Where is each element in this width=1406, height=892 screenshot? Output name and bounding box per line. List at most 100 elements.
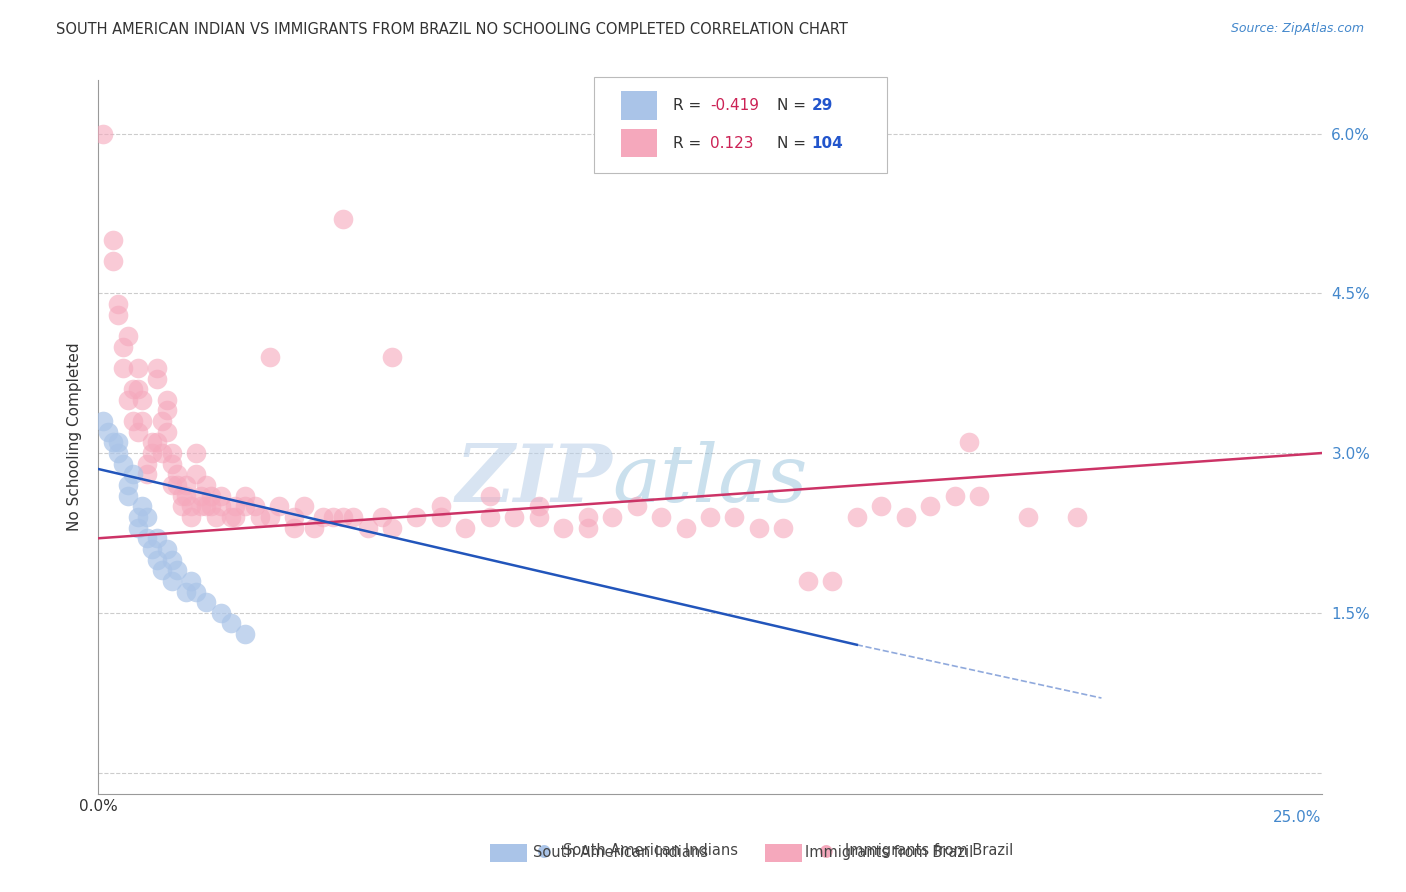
Point — [170, 489, 193, 503]
Point — [146, 360, 169, 375]
Point — [150, 563, 173, 577]
Point — [283, 520, 305, 534]
Point — [101, 254, 124, 268]
Point — [97, 425, 120, 439]
Point — [209, 500, 232, 514]
Point — [967, 489, 990, 503]
Point — [176, 489, 198, 503]
Point — [166, 563, 188, 577]
Point — [381, 350, 404, 364]
Point — [219, 616, 242, 631]
Point — [136, 531, 159, 545]
Point — [821, 574, 844, 588]
Point — [160, 457, 183, 471]
Point — [219, 510, 242, 524]
Point — [209, 606, 232, 620]
Bar — [765, 844, 801, 862]
Point — [127, 425, 149, 439]
Point — [957, 435, 980, 450]
Point — [146, 371, 169, 385]
Point — [224, 500, 246, 514]
Text: 104: 104 — [811, 136, 844, 151]
Point — [107, 435, 129, 450]
Point — [107, 446, 129, 460]
Point — [356, 520, 378, 534]
Point — [200, 500, 222, 514]
Text: ZIP: ZIP — [456, 442, 612, 518]
Text: N =: N = — [778, 98, 811, 112]
Point — [527, 510, 550, 524]
Point — [156, 541, 179, 556]
Point — [160, 552, 183, 566]
Point — [156, 425, 179, 439]
Point — [600, 510, 623, 524]
Point — [224, 510, 246, 524]
Point — [186, 467, 208, 482]
Point — [127, 360, 149, 375]
Point — [121, 467, 143, 482]
Point — [797, 574, 820, 588]
Point — [186, 446, 208, 460]
Point — [195, 500, 218, 514]
Point — [772, 520, 794, 534]
Point — [195, 478, 218, 492]
Point — [131, 392, 153, 407]
Point — [650, 510, 672, 524]
Point — [503, 510, 526, 524]
Point — [283, 510, 305, 524]
Point — [920, 500, 942, 514]
Point — [117, 329, 139, 343]
Point — [160, 574, 183, 588]
Text: ●: ● — [537, 842, 551, 860]
Point — [127, 520, 149, 534]
FancyBboxPatch shape — [593, 77, 887, 173]
Point — [195, 595, 218, 609]
Point — [117, 489, 139, 503]
Point — [131, 500, 153, 514]
Point — [180, 510, 202, 524]
Point — [233, 500, 256, 514]
Point — [371, 510, 394, 524]
Point — [107, 308, 129, 322]
Point — [146, 531, 169, 545]
Text: Immigrants from Brazil: Immigrants from Brazil — [806, 845, 974, 860]
Point — [626, 500, 648, 514]
Bar — [620, 91, 658, 120]
Point — [150, 446, 173, 460]
Point — [1066, 510, 1088, 524]
Point — [127, 510, 149, 524]
Point — [156, 403, 179, 417]
Text: Immigrants from Brazil: Immigrants from Brazil — [845, 844, 1012, 858]
Point — [117, 478, 139, 492]
Point — [845, 510, 868, 524]
Point — [117, 392, 139, 407]
Text: 25.0%: 25.0% — [1274, 811, 1322, 825]
Point — [332, 510, 354, 524]
Point — [136, 467, 159, 482]
Point — [478, 489, 501, 503]
Point — [870, 500, 893, 514]
Text: 29: 29 — [811, 98, 832, 112]
Point — [233, 627, 256, 641]
Bar — [620, 128, 658, 157]
Y-axis label: No Schooling Completed: No Schooling Completed — [67, 343, 83, 532]
Point — [342, 510, 364, 524]
Point — [405, 510, 427, 524]
Point — [101, 233, 124, 247]
Text: South American Indians: South American Indians — [564, 844, 738, 858]
Point — [156, 392, 179, 407]
Point — [136, 457, 159, 471]
Point — [146, 435, 169, 450]
Point — [200, 489, 222, 503]
Point — [269, 500, 291, 514]
Point — [430, 500, 453, 514]
Bar — [489, 844, 526, 862]
Point — [111, 360, 134, 375]
Point — [180, 500, 202, 514]
Point — [249, 510, 271, 524]
Point — [576, 510, 599, 524]
Point — [160, 478, 183, 492]
Point — [146, 552, 169, 566]
Point — [176, 478, 198, 492]
Point — [141, 541, 163, 556]
